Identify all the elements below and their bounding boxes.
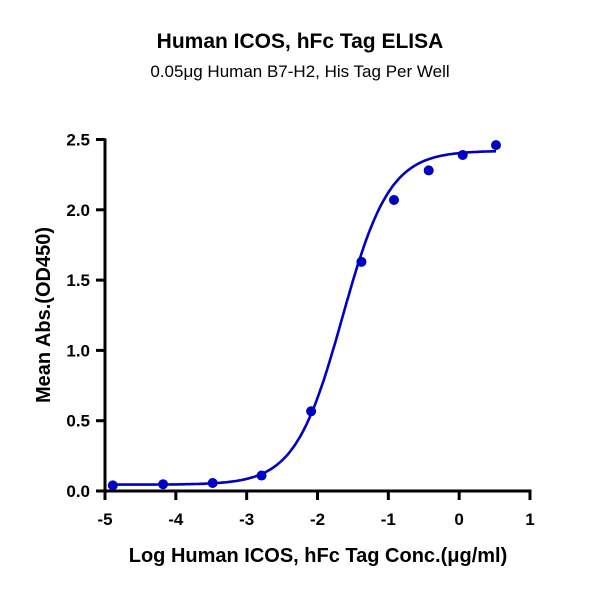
data-point [158,479,169,490]
chart-title: Human ICOS, hFc Tag ELISA [156,30,444,53]
y-tick-label: 1.0 [66,341,90,360]
fit-curve [112,150,496,486]
x-tick-label: -4 [168,510,184,529]
x-tick-label: -1 [381,510,396,529]
y-tick-label: 0.0 [66,482,90,501]
x-tick-label: -5 [97,510,112,529]
data-point [457,149,468,160]
data-point [256,470,267,481]
chart-subtitle: 0.05μg Human B7-H2, His Tag Per Well [150,62,450,81]
x-tick-label: 0 [454,510,463,529]
data-point [423,165,434,176]
y-tick-label: 2.0 [66,201,90,220]
y-axis-label: Mean Abs.(OD450) [33,227,55,403]
x-axis-label: Log Human ICOS, hFc Tag Conc.(μg/ml) [129,545,508,567]
x-tick-label: 1 [525,510,534,529]
y-tick-label: 1.5 [66,271,90,290]
x-tick-label: -3 [239,510,254,529]
y-tick-label: 2.5 [66,131,90,150]
data-point [491,140,501,151]
data-point [356,256,367,267]
y-tick-label: 0.5 [66,412,90,431]
data-point [389,194,399,205]
data-point [107,480,118,491]
data-point [207,477,218,488]
data-point [306,406,317,417]
x-tick-label: -2 [310,510,325,529]
